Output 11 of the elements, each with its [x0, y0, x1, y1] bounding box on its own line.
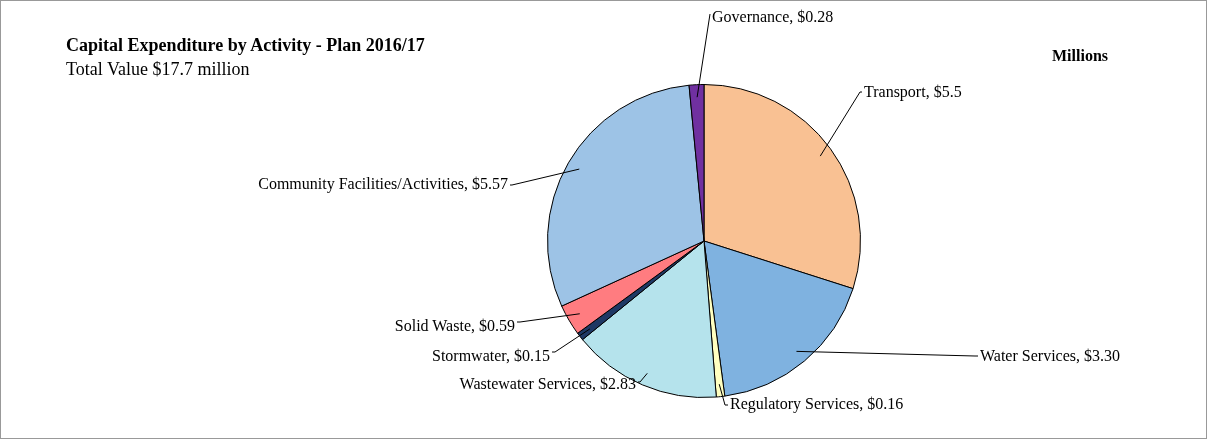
slice-label: Stormwater, $0.15: [431, 347, 550, 365]
slice-label: Water Services, $3.30: [980, 347, 1120, 365]
slice-label: Regulatory Services, $0.16: [730, 395, 904, 414]
text: Capital Expenditure by Activity - Plan 2016/17: [66, 35, 425, 56]
slice-label: Wastewater Services, $2.83: [459, 375, 636, 393]
text: Total Value $17.7 million: [66, 59, 250, 80]
slice-label: Transport, $5.5: [864, 83, 962, 102]
slice-label: Community Facilities/Activities, $5.57: [258, 175, 508, 194]
slice-label: Solid Waste, $0.59: [394, 317, 515, 335]
text: Millions: [1052, 47, 1109, 65]
slice-label: Governance, $0.28: [712, 8, 834, 26]
